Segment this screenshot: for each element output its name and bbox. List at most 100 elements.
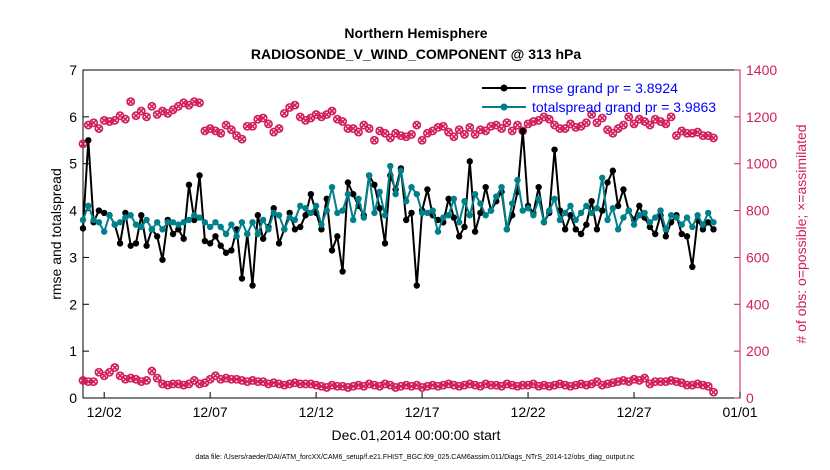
spread-point — [323, 207, 330, 214]
rmse-point — [191, 216, 198, 224]
obs-possible-point — [587, 110, 597, 119]
obs-assimilated-point — [264, 120, 273, 128]
spread-point — [477, 200, 484, 207]
obs-possible-point — [560, 124, 570, 133]
rmse-point — [381, 240, 389, 247]
rmse-point — [636, 202, 643, 210]
spread-point — [588, 209, 595, 217]
rmse-point — [302, 212, 309, 219]
spread-point — [646, 219, 654, 226]
obs-possible-point — [83, 377, 93, 386]
rmse-point — [609, 167, 617, 174]
spread-point — [556, 216, 564, 224]
spread-point — [461, 198, 468, 205]
rmse-point — [222, 249, 230, 256]
obs-assimilated-point — [365, 125, 373, 133]
spread-point — [281, 226, 288, 233]
y-tick-label-left: 7 — [69, 62, 77, 78]
obs-possible-point — [380, 128, 390, 138]
obs-assimilated-point — [619, 121, 628, 129]
obs-assimilated-point — [407, 130, 416, 138]
x-tick-label: 12/07 — [193, 404, 228, 420]
x-tick-label: 12/12 — [299, 404, 334, 420]
obs-assimilated-point — [466, 123, 474, 131]
rmse-point — [249, 282, 256, 289]
rmse-point — [445, 195, 452, 203]
rmse-point — [403, 216, 410, 224]
rmse-point — [551, 146, 558, 153]
obs-possible-point — [709, 387, 718, 397]
spread-point — [498, 183, 505, 191]
obs-assimilated-point — [582, 119, 590, 127]
spread-point — [694, 212, 701, 219]
y-tick-label-left: 0 — [69, 390, 77, 406]
rmse-point — [238, 275, 246, 282]
spread-point — [408, 183, 415, 191]
obs-possible-point — [354, 127, 363, 137]
obs-possible-point — [221, 120, 231, 130]
obs-possible-point — [544, 114, 554, 124]
rmse-point — [270, 205, 277, 212]
y-tick-label-right: 1000 — [746, 156, 777, 172]
obs-possible-point — [555, 124, 565, 133]
obs-possible-point — [507, 126, 517, 136]
rmse-point — [286, 209, 293, 217]
legend-spread-label: totalspread grand pr = 3.9863 — [532, 99, 716, 115]
y-tick-label-right: 1200 — [746, 109, 777, 125]
spread-point — [90, 216, 97, 224]
obs-possible-point — [698, 131, 708, 140]
spread-point — [275, 212, 283, 219]
rmse-point — [254, 212, 262, 219]
obs-possible-point — [226, 374, 236, 384]
series-obs_possible_bottom — [78, 363, 718, 397]
spread-point — [302, 205, 309, 212]
y-tick-label-left: 2 — [69, 296, 77, 312]
obs-possible-point — [264, 119, 273, 129]
spread-point — [312, 202, 320, 210]
spread-point — [630, 221, 638, 228]
obs-possible-point — [666, 112, 676, 122]
spread-point — [546, 207, 553, 214]
spread-point — [487, 207, 495, 214]
obs-possible-point — [195, 98, 204, 108]
spread-point — [376, 188, 383, 196]
legend-rmse-label: rmse grand pr = 3.8924 — [532, 80, 678, 96]
obs-assimilated-point — [328, 107, 336, 115]
obs-possible-point — [364, 124, 374, 133]
spread-point — [508, 200, 516, 207]
error-series — [79, 127, 717, 289]
obs-assimilated-point — [418, 136, 426, 144]
spread-point — [673, 214, 680, 221]
rmse-point — [705, 219, 712, 226]
obs-possible-point — [449, 132, 459, 142]
spread-point — [259, 216, 267, 224]
obs-assimilated-point — [460, 130, 469, 138]
spread-point — [593, 205, 601, 212]
spread-point — [185, 216, 193, 224]
obs-possible-point — [581, 118, 591, 128]
obs-assimilated-point — [545, 115, 553, 123]
obs-possible-point — [370, 135, 379, 145]
obs-possible-point — [645, 120, 655, 130]
spread-point — [636, 212, 643, 219]
obs-possible-point — [412, 120, 422, 130]
obs-possible-point — [78, 139, 88, 149]
spread-point — [206, 223, 214, 231]
spread-point — [540, 219, 548, 226]
rmse-point — [334, 233, 341, 240]
spread-point — [413, 190, 420, 198]
obs-possible-point — [640, 373, 650, 383]
obs-possible-point — [438, 121, 448, 131]
rmse-point — [169, 230, 177, 238]
spread-point — [143, 216, 150, 224]
obs-possible-point — [226, 125, 236, 135]
series-obs_possible_top — [78, 97, 718, 149]
obs-assimilated-point — [513, 121, 522, 129]
spread-point — [286, 214, 293, 221]
spread-point — [371, 209, 378, 217]
spread-point — [212, 219, 219, 226]
obs-possible-point — [709, 133, 718, 143]
spread-point — [567, 202, 574, 210]
y-tick-label-right: 0 — [746, 390, 754, 406]
obs-possible-point — [597, 113, 607, 123]
